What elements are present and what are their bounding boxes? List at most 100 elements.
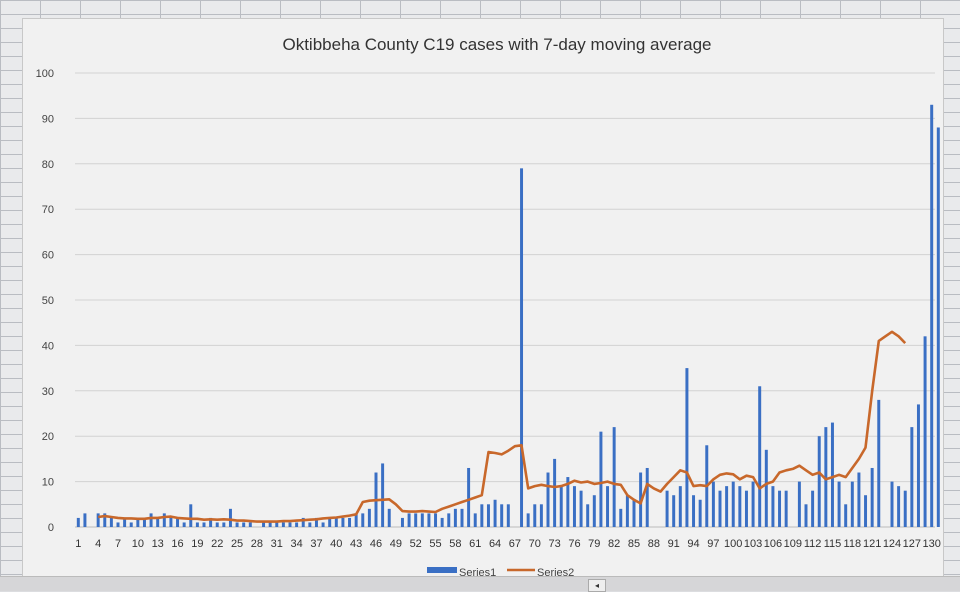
- bar: [619, 508, 623, 527]
- bar: [116, 522, 120, 527]
- x-tick-label: 4: [95, 538, 101, 550]
- bar: [381, 463, 385, 527]
- bar: [744, 490, 748, 527]
- bar: [711, 481, 715, 527]
- x-tick-label: 25: [231, 538, 243, 550]
- bar: [242, 522, 246, 527]
- x-tick-label: 34: [290, 538, 302, 550]
- x-tick-label: 109: [784, 538, 802, 550]
- x-tick-label: 103: [744, 538, 762, 550]
- bar: [400, 517, 404, 527]
- bar: [328, 517, 332, 527]
- y-tick-label: 90: [42, 113, 54, 125]
- x-tick-label: 115: [824, 538, 842, 550]
- bar: [308, 522, 312, 527]
- bar: [678, 486, 682, 527]
- bar: [817, 436, 821, 527]
- y-tick-label: 70: [42, 204, 54, 216]
- series1-bars: [76, 104, 960, 527]
- chart-svg: Oktibbeha County C19 cases with 7-day mo…: [36, 35, 960, 579]
- x-tick-label: 52: [410, 538, 422, 550]
- x-tick-label: 19: [191, 538, 203, 550]
- bar: [864, 495, 868, 527]
- bar: [314, 517, 318, 527]
- y-tick-label: 60: [42, 250, 54, 262]
- bar: [262, 522, 266, 527]
- bar: [189, 504, 193, 527]
- x-tick-label: 70: [529, 538, 541, 550]
- bar: [539, 504, 543, 527]
- y-tick-label: 10: [42, 477, 54, 489]
- bar: [129, 522, 133, 527]
- bar: [725, 486, 729, 527]
- x-tick-label: 55: [429, 538, 441, 550]
- bar: [354, 513, 358, 527]
- bar: [427, 513, 431, 527]
- bar: [103, 513, 107, 527]
- x-tick-label: 28: [251, 538, 263, 550]
- bar: [182, 522, 186, 527]
- x-axis-tick-labels: 1 4 7 10 13 16 19 22 25 28 31 34 37 40 43 46 49 52 55 58 61 6…: [75, 538, 941, 550]
- bar: [606, 486, 610, 527]
- bar: [850, 481, 854, 527]
- bar: [493, 499, 497, 527]
- x-tick-label: 73: [548, 538, 560, 550]
- x-tick-label: 91: [668, 538, 680, 550]
- bar: [731, 481, 735, 527]
- bar: [228, 508, 232, 527]
- x-tick-label: 118: [844, 538, 862, 550]
- bar: [176, 517, 180, 527]
- bar: [877, 399, 881, 527]
- bar: [162, 513, 166, 527]
- x-tick-label: 124: [883, 538, 901, 550]
- bar: [387, 508, 391, 527]
- bar: [275, 522, 279, 527]
- x-tick-label: 76: [568, 538, 580, 550]
- bar: [361, 513, 365, 527]
- bar: [837, 481, 841, 527]
- bar: [572, 486, 576, 527]
- bar: [844, 504, 848, 527]
- x-tick-label: 13: [152, 538, 164, 550]
- sheet-bottom-bar: [0, 576, 960, 591]
- x-tick-label: 97: [707, 538, 719, 550]
- bar: [784, 490, 788, 527]
- bar: [235, 522, 239, 527]
- bar: [692, 495, 696, 527]
- x-tick-label: 112: [804, 538, 822, 550]
- bar: [559, 486, 563, 527]
- x-tick-label: 67: [509, 538, 521, 550]
- bar: [546, 472, 550, 527]
- bar: [870, 467, 874, 527]
- bar: [764, 449, 768, 527]
- bar: [268, 522, 272, 527]
- bar: [341, 517, 345, 527]
- y-tick-label: 50: [42, 295, 54, 307]
- bar: [526, 513, 530, 527]
- chart-area[interactable]: Oktibbeha County C19 cases with 7-day mo…: [22, 18, 960, 580]
- bar: [672, 495, 676, 527]
- bar: [440, 517, 444, 527]
- x-tick-label: 100: [724, 538, 742, 550]
- bar: [414, 513, 418, 527]
- y-tick-label: 100: [36, 68, 54, 80]
- chart-title: Oktibbeha County C19 cases with 7-day mo…: [282, 35, 711, 54]
- bar: [520, 168, 524, 527]
- x-tick-label: 10: [132, 538, 144, 550]
- bar: [718, 490, 722, 527]
- x-tick-label: 85: [628, 538, 640, 550]
- x-tick-label: 22: [211, 538, 223, 550]
- bar: [169, 517, 173, 527]
- x-tick-label: 46: [370, 538, 382, 550]
- bar: [930, 104, 934, 527]
- bar: [936, 127, 940, 527]
- x-tick-label: 79: [588, 538, 600, 550]
- bar: [923, 336, 927, 527]
- bar: [910, 427, 914, 527]
- y-tick-label: 30: [42, 386, 54, 398]
- x-tick-label: 94: [687, 538, 699, 550]
- scroll-left-button[interactable]: ◂: [588, 579, 606, 592]
- bar: [348, 517, 352, 527]
- x-tick-label: 16: [171, 538, 183, 550]
- bar: [830, 422, 834, 527]
